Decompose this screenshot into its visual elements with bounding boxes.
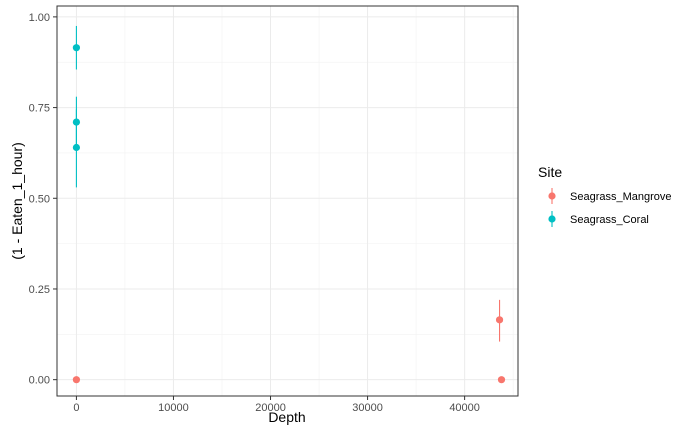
x-axis-ticks: 0 10000 20000 30000 40000: [73, 396, 480, 414]
plot-background: [57, 6, 518, 396]
legend-key-point: [548, 215, 556, 223]
data-point: [495, 316, 504, 324]
plot-border: [56, 5, 519, 397]
x-tick-label: 10000: [158, 402, 189, 414]
data-points: [72, 44, 506, 384]
legend-key-point: [548, 192, 556, 200]
data-point: [497, 376, 506, 384]
y-tick-label: 0.00: [29, 375, 50, 387]
data-point: [72, 143, 81, 152]
y-tick-label: 0.50: [29, 193, 50, 205]
y-tick-label: 1.00: [29, 12, 50, 24]
x-tick-label: 30000: [352, 402, 383, 414]
y-axis-title: (1 - Eaten_1_hour): [9, 142, 25, 260]
legend-label: Seagrass_Coral: [570, 214, 649, 226]
data-point: [72, 376, 81, 384]
x-tick-label: 40000: [449, 402, 480, 414]
legend-label: Seagrass_Mangrove: [570, 191, 672, 203]
y-tick-label: 0.25: [29, 284, 50, 296]
grid: [57, 6, 518, 396]
legend: Site Seagrass_Mangrove Seagrass_Coral: [538, 164, 672, 227]
legend-title: Site: [538, 164, 562, 180]
data-point: [72, 44, 81, 52]
y-axis-ticks: 0.00 0.25 0.50 0.75 1.00: [29, 12, 57, 387]
x-axis-title: Depth: [268, 409, 305, 425]
x-tick-label: 20000: [255, 402, 286, 414]
y-tick-label: 0.75: [29, 103, 50, 115]
x-tick-label: 0: [73, 402, 79, 414]
data-point: [72, 118, 81, 126]
